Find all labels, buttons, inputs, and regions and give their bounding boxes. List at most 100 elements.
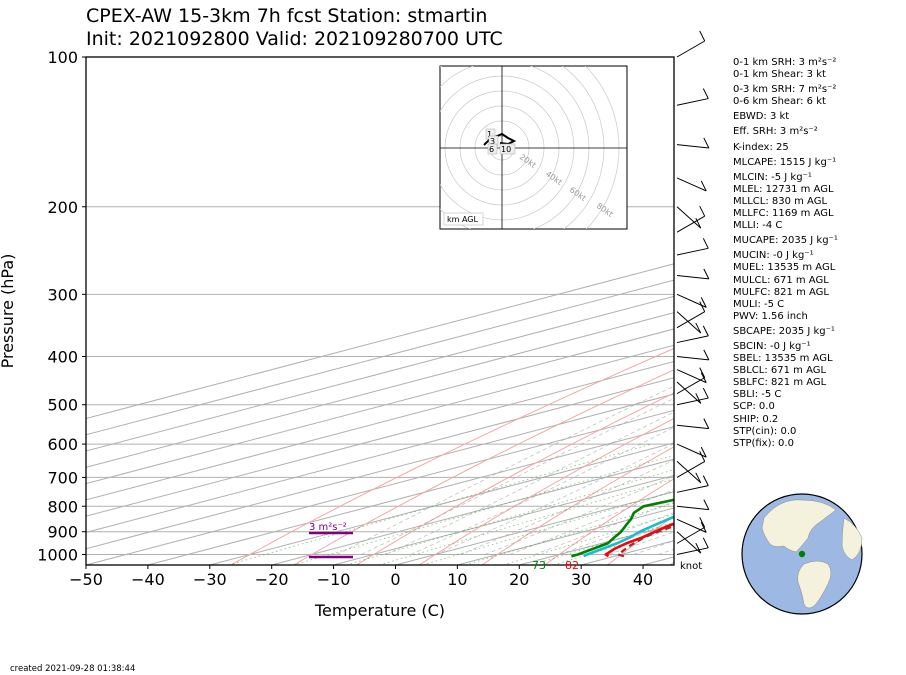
sounding-index-line: SBCIN: -0 J kg⁻¹: [733, 340, 811, 352]
isotherm-gridline: [86, 393, 674, 550]
sounding-index-line: EBWD: 3 kt: [733, 111, 790, 123]
wind-barb-flag: [700, 372, 707, 383]
temperature-line: [604, 522, 674, 558]
wind-barb-flag: [695, 322, 702, 334]
dry-adiabat: [544, 478, 674, 565]
chart-subtitle: Init: 2021092800 Valid: 202109280700 UTC: [86, 28, 503, 50]
sounding-index-line: MLLCL: 830 m AGL: [733, 195, 828, 207]
wind-barb: [676, 311, 705, 329]
wind-barb-flag: [702, 238, 709, 249]
wind-barb-flag: [703, 349, 710, 361]
sounding-index-line: MLEL: 12731 m AGL: [733, 183, 834, 195]
wetbulb-line: [583, 515, 674, 558]
x-tick-label: 30: [571, 570, 591, 589]
wind-barb-flag: [702, 387, 709, 399]
x-tick-label: 40: [633, 570, 653, 589]
hodograph-height-label: 1: [487, 130, 492, 139]
wind-barb: [676, 505, 709, 511]
x-tick-label: −30: [193, 570, 227, 589]
wind-barb: [676, 531, 702, 554]
hodograph-height-box: [499, 143, 516, 155]
south-america-land: [797, 560, 832, 609]
dry-adiabat: [293, 369, 674, 565]
wind-barb-flag: [695, 217, 702, 229]
wind-barb-flag: [699, 205, 706, 217]
sounding-index-line: 0-1 km SRH: 3 m²s⁻²: [733, 57, 837, 68]
dry-adiabat: [230, 347, 674, 565]
x-tick-label: −40: [131, 570, 165, 589]
isotherm-gridline: [86, 295, 674, 452]
x-tick-label: 10: [447, 570, 467, 589]
isotherm-gridline: [86, 328, 674, 485]
wind-barb: [676, 311, 702, 334]
wind-barb: [676, 518, 707, 533]
wind-barb: [676, 377, 705, 395]
wind-barb: [676, 424, 709, 430]
sounding-index-line: SBLFC: 821 m AGL: [733, 377, 827, 389]
moist-adiabat: [435, 443, 674, 555]
wind-barb: [676, 40, 705, 58]
wind-barb-flag: [699, 301, 706, 312]
created-timestamp: created 2021-09-28 01:38:44: [10, 664, 136, 674]
wind-barb-flag: [695, 472, 702, 484]
sounding-index-line: STP(fix): 0.0: [733, 437, 794, 449]
sounding-index-line: SHIP: 0.2: [733, 413, 779, 425]
x-tick-label: 20: [509, 570, 529, 589]
wind-barb-flag: [700, 522, 707, 533]
moist-adiabat: [583, 522, 674, 555]
dry-adiabat: [859, 57, 906, 565]
sounding-index-line: PWV: 1.56 inch: [733, 310, 808, 322]
wind-barb: [676, 547, 709, 555]
hodograph-height-label: 6: [489, 145, 494, 154]
wind-barb-flag: [703, 268, 710, 280]
sounding-indices: 0-1 km SRH: 3 m²s⁻² 0-1 km Shear: 3 kt 0-3…: [733, 57, 838, 450]
isotherm-gridline: [86, 409, 674, 565]
wind-barb-flag: [695, 542, 702, 554]
wind-barb-flag: [700, 297, 707, 308]
globe-locator-map: [741, 493, 863, 615]
wind-barb: [676, 247, 709, 256]
chart-title: CPEX-AW 15-3km 7h fcst Station: stmartin: [86, 5, 488, 27]
moist-adiabat: [559, 512, 674, 555]
isotherm-gridline: [209, 442, 674, 565]
station-marker: [798, 550, 806, 558]
isotherm-gridline: [86, 279, 674, 436]
sounding-index-line: 0-3 km SRH: 7 m²s⁻²: [733, 84, 837, 96]
wind-barb: [676, 460, 705, 478]
wind-barb: [676, 526, 705, 544]
x-axis-label: Temperature (C): [314, 601, 445, 620]
y-tick-label: 900: [47, 523, 78, 542]
wind-barb-flag: [699, 451, 706, 462]
moist-adiabat: [336, 385, 674, 555]
wind-barb: [676, 215, 705, 233]
wind-barb: [676, 485, 709, 493]
y-tick-label: 800: [47, 497, 78, 516]
wind-barb: [676, 206, 702, 229]
y-tick-label: 400: [47, 348, 78, 367]
wind-barb-flag: [703, 137, 710, 149]
y-tick-label: 100: [47, 48, 78, 67]
wind-barb: [676, 369, 707, 384]
wind-barb: [676, 335, 709, 344]
moist-adiabat: [410, 426, 674, 555]
y-tick-label: 500: [47, 396, 78, 415]
sounding-index-line: K-index: 25: [733, 141, 789, 153]
wind-barb-flag: [703, 499, 710, 510]
wind-barb-flag: [702, 88, 709, 99]
sounding-index-line: MLCIN: -5 J kg⁻¹: [733, 171, 812, 183]
sounding-index-line: MULCL: 671 m AGL: [733, 274, 829, 286]
wind-barb-flag: [702, 537, 709, 549]
wind-barb-flag: [699, 517, 706, 528]
sounding-index-line: MULFC: 821 m AGL: [733, 286, 829, 298]
sounding-index-line: SBLI: -5 C: [733, 389, 782, 401]
wind-barb-flag: [695, 393, 702, 404]
sounding-index-line: MLCAPE: 1515 J kg⁻¹: [733, 156, 837, 168]
srh-bar-label: 3 m²s⁻²: [309, 522, 347, 533]
dewpoint-line: [571, 498, 674, 558]
wind-barb: [676, 397, 709, 406]
x-tick-label: −10: [317, 570, 351, 589]
mixing-ratio-line: [553, 528, 674, 565]
mixing-ratio-line: [379, 478, 674, 565]
sounding-index-line: Eff. SRH: 3 m²s⁻²: [733, 126, 818, 138]
isotherm-gridline: [86, 360, 674, 517]
